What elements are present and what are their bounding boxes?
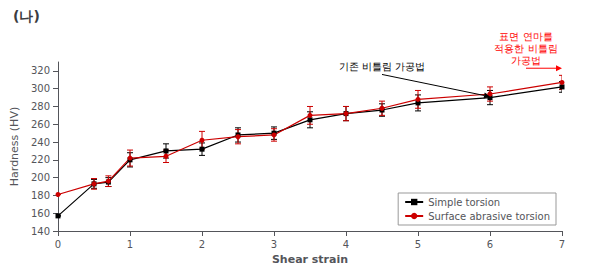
svg-text:0: 0 bbox=[55, 239, 61, 250]
svg-text:Shear strain: Shear strain bbox=[272, 253, 348, 266]
svg-text:(나): (나) bbox=[13, 8, 40, 24]
svg-text:280: 280 bbox=[31, 101, 50, 112]
svg-text:기존 비틀림 가공법: 기존 비틀림 가공법 bbox=[339, 61, 425, 72]
svg-text:7: 7 bbox=[559, 239, 565, 250]
svg-text:2: 2 bbox=[199, 239, 205, 250]
svg-text:140: 140 bbox=[31, 226, 50, 237]
svg-text:180: 180 bbox=[31, 190, 50, 201]
svg-text:표면 연마를: 표면 연마를 bbox=[499, 31, 552, 42]
svg-text:240: 240 bbox=[31, 137, 50, 148]
svg-text:200: 200 bbox=[31, 172, 50, 183]
svg-text:5: 5 bbox=[415, 239, 421, 250]
svg-text:320: 320 bbox=[31, 65, 50, 76]
svg-text:Surface abrasive torsion: Surface abrasive torsion bbox=[428, 211, 550, 222]
svg-text:가공법: 가공법 bbox=[511, 55, 541, 66]
svg-text:Simple torsion: Simple torsion bbox=[428, 197, 500, 208]
svg-text:220: 220 bbox=[31, 154, 50, 165]
svg-text:6: 6 bbox=[487, 239, 493, 250]
svg-text:300: 300 bbox=[31, 83, 50, 94]
svg-text:4: 4 bbox=[343, 239, 349, 250]
svg-text:160: 160 bbox=[31, 208, 50, 219]
svg-text:Hardness (HV): Hardness (HV) bbox=[8, 107, 21, 186]
svg-text:1: 1 bbox=[127, 239, 133, 250]
svg-text:적용한 비틀림: 적용한 비틀림 bbox=[494, 43, 557, 54]
svg-text:3: 3 bbox=[271, 239, 277, 250]
svg-text:260: 260 bbox=[31, 119, 50, 130]
